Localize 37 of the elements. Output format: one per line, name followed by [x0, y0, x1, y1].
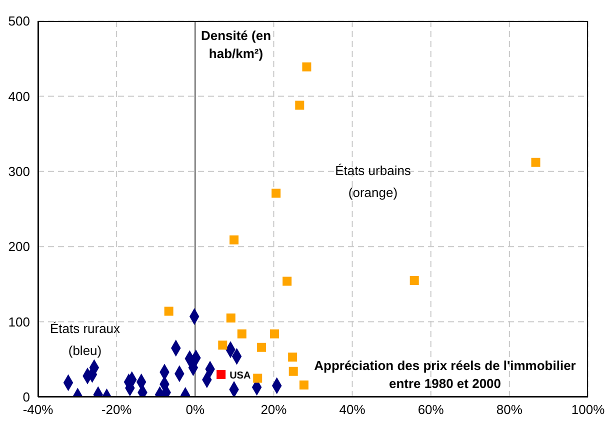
point [164, 306, 174, 316]
point [272, 188, 281, 198]
y-tick-label: 200 [8, 239, 30, 254]
y-tick-label: 100 [8, 314, 30, 330]
point [226, 314, 236, 323]
y-tick-label: 500 [8, 14, 30, 29]
point [270, 329, 279, 338]
x-tick-label: 60% [418, 402, 444, 418]
point [218, 340, 228, 350]
annotation: États urbains (orange) [334, 162, 412, 202]
point [253, 374, 262, 383]
point [282, 276, 292, 286]
x-tick-label: -20% [101, 402, 132, 418]
point [288, 352, 298, 362]
point [531, 158, 540, 167]
x-tick-label: -40% [22, 402, 54, 418]
point [257, 342, 266, 352]
x-tick-label: 40% [339, 402, 366, 418]
point [230, 235, 239, 244]
x-tick-label: 100% [571, 402, 606, 418]
x-tick-label: 0% [186, 402, 205, 418]
x-tick-label: 20% [260, 402, 288, 418]
y-tick-label: 400 [8, 88, 30, 104]
x-tick-label: 80% [496, 402, 523, 418]
point [295, 100, 304, 110]
y-tick-label: 0 [22, 390, 30, 405]
y-axis-title: Densité (en hab/km²) [200, 27, 272, 63]
point [216, 370, 226, 379]
point [410, 276, 419, 285]
point [299, 380, 308, 390]
series-label: USA [230, 370, 251, 382]
point [288, 366, 298, 376]
point [237, 329, 246, 338]
y-tick-label: 300 [8, 164, 30, 180]
point [302, 62, 312, 72]
x-axis-title: Appréciation des prix réels de l'immobilier entre 1980 et 2000 [313, 357, 577, 393]
annotation: États ruraux (bleu) [48, 320, 122, 360]
